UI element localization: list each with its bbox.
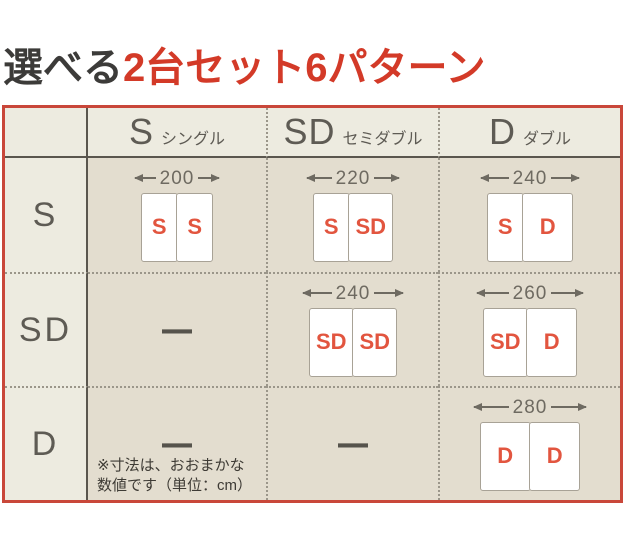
empty-cell-d-s: — ※寸法は、おおまかな 数値です（単位：cm） [88,386,266,500]
combo-cell-s-d: 240 S D [438,158,620,272]
column-kana: ダブル [522,131,571,148]
bed-pair-diagram: 280 D D [472,398,588,491]
row-letter: D [31,425,60,463]
bed-pair: S S [140,192,214,262]
arrow-right-icon [551,289,585,297]
empty-cell-sd-s: — [88,272,266,386]
column-kana: シングル [161,131,226,148]
total-width-label: 260 [512,282,548,304]
combo-cell-s-s: 200 S S [88,158,266,272]
footnote-line-1: ※寸法は、おおまかな [97,456,245,474]
bed-semidouble: SD [308,307,354,377]
title-prefix: 選べる [3,46,123,90]
total-width-label: 280 [512,396,548,418]
bed-single: S [176,192,214,262]
combo-cell-d-d: 280 D D [438,386,620,500]
empty-cell-d-sd: — [266,386,438,500]
bed-semidouble: SD [348,192,394,262]
total-width-label: 240 [335,282,371,304]
bed-pair-diagram: 260 SD D [475,284,585,377]
bed-single: S [140,192,178,262]
bed-double: D [522,192,574,262]
bed-pair: S SD [312,192,394,262]
column-header-semidouble: SD セミダブル [266,108,438,158]
combo-cell-s-sd: 220 S SD [266,158,438,272]
row-header-double: D [5,386,88,500]
bed-pair-diagram: 220 S SD [305,169,401,262]
arrow-left-icon [133,174,156,182]
arrow-right-icon [551,174,581,182]
row-letter: SD [18,311,73,349]
no-combination-dash: — [338,420,368,467]
arrow-left-icon [305,174,332,182]
bed-double: D [479,421,531,491]
arrow-left-icon [475,289,509,297]
row-header-semidouble: SD [5,272,88,386]
arrow-right-icon [374,174,401,182]
combo-cell-sd-d: 260 SD D [438,272,620,386]
width-dimension: 240 [301,282,405,304]
footnote-line-2: 数値です（単位：cm） [97,476,252,494]
bed-pair: SD SD [308,307,398,377]
bed-pair: D D [479,421,581,491]
arrow-left-icon [472,403,509,411]
column-kana: セミダブル [342,131,423,148]
column-letter: D [488,111,516,152]
bed-double: D [529,421,581,491]
total-width-label: 220 [335,167,371,189]
bed-double: D [526,307,578,377]
arrow-right-icon [198,174,221,182]
arrow-left-icon [301,289,332,297]
dimension-footnote: ※寸法は、おおまかな 数値です（単位：cm） [97,456,252,497]
combo-cell-sd-sd: 240 SD SD [266,272,438,386]
column-header-single: S シングル [88,108,266,158]
bed-pair-diagram: 200 S S [133,169,221,262]
no-combination-dash: — [162,306,192,353]
column-letter: S [128,111,154,152]
bed-semidouble: SD [352,307,398,377]
width-dimension: 280 [472,396,588,418]
no-combination-dash: — [162,420,192,467]
arrow-left-icon [479,174,509,182]
column-header-double: D ダブル [438,108,620,158]
corner-cell [5,108,88,158]
total-width-label: 240 [512,167,548,189]
bed-pair: SD D [482,307,578,377]
width-dimension: 220 [305,167,401,189]
bed-pair-diagram: 240 SD SD [301,284,405,377]
width-dimension: 260 [475,282,585,304]
column-letter: SD [283,111,336,152]
title-highlight: 2台セット6パターン [123,46,486,90]
bed-single: S [486,192,524,262]
bed-size-combination-table: S シングル SD セミダブル D ダブル S 200 S S [2,105,623,503]
row-letter: S [32,196,59,234]
arrow-right-icon [374,289,405,297]
width-dimension: 240 [479,167,581,189]
bed-single: S [312,192,350,262]
row-header-single: S [5,158,88,272]
arrow-right-icon [551,403,588,411]
width-dimension: 200 [133,167,221,189]
bed-pair: S D [486,192,574,262]
page-title: 選べる2台セット6パターン [3,46,625,90]
bed-semidouble: SD [482,307,528,377]
total-width-label: 200 [159,167,195,189]
bed-pair-diagram: 240 S D [479,169,581,262]
